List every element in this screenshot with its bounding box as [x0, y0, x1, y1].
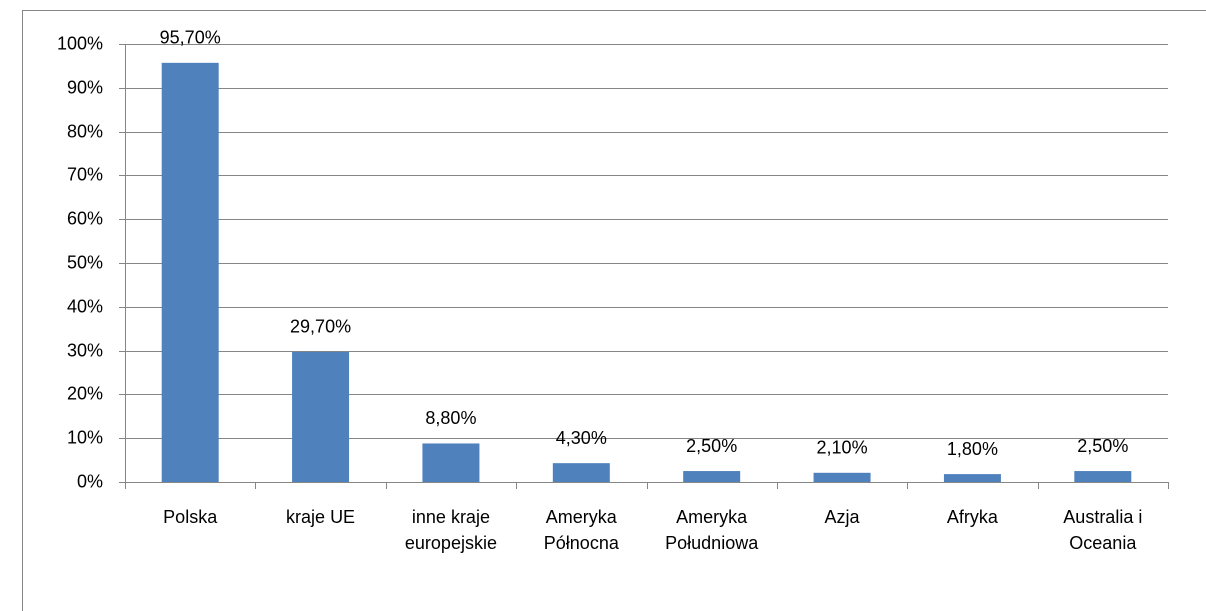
y-tick-label: 80%: [67, 121, 103, 141]
bar: [292, 351, 350, 482]
y-tick-label: 60%: [67, 208, 103, 228]
y-tick-label: 70%: [67, 164, 103, 184]
bar: [683, 471, 741, 482]
y-tick-label: 100%: [57, 33, 103, 53]
x-tick-label: kraje UE: [286, 507, 356, 527]
x-tick-label: Australia i Oceania: [1063, 507, 1143, 553]
bar: [161, 62, 219, 483]
data-label: 4,30%: [556, 428, 607, 448]
chart-border: [22, 10, 1206, 611]
data-label: 95,70%: [160, 28, 221, 48]
y-tick-label: 10%: [67, 427, 103, 447]
x-tick-label: Afryka: [946, 507, 998, 527]
y-tick-label: 50%: [67, 252, 103, 272]
y-tick-label: 0%: [77, 471, 103, 491]
x-tick-label: Ameryka Północna: [543, 507, 619, 553]
bar: [813, 472, 871, 482]
y-tick-label: 40%: [67, 296, 103, 316]
data-label: 29,70%: [290, 317, 351, 337]
data-label: 8,80%: [425, 408, 476, 428]
y-tick-label: 90%: [67, 77, 103, 97]
x-tick-label: Ameryka Południowa: [665, 507, 759, 553]
x-tick-label: inne kraje europejskie: [404, 507, 497, 553]
bar: [1074, 471, 1132, 482]
bar: [422, 443, 480, 482]
data-label: 2,50%: [686, 436, 737, 456]
data-label: 2,50%: [1077, 436, 1128, 456]
x-tick-label: Polska: [163, 507, 218, 527]
y-tick-label: 20%: [67, 383, 103, 403]
bar: [943, 474, 1001, 482]
bar: [552, 463, 610, 482]
data-label: 1,80%: [947, 439, 998, 459]
data-label: 2,10%: [817, 438, 868, 458]
x-tick-label: Azja: [824, 507, 860, 527]
y-tick-label: 30%: [67, 340, 103, 360]
